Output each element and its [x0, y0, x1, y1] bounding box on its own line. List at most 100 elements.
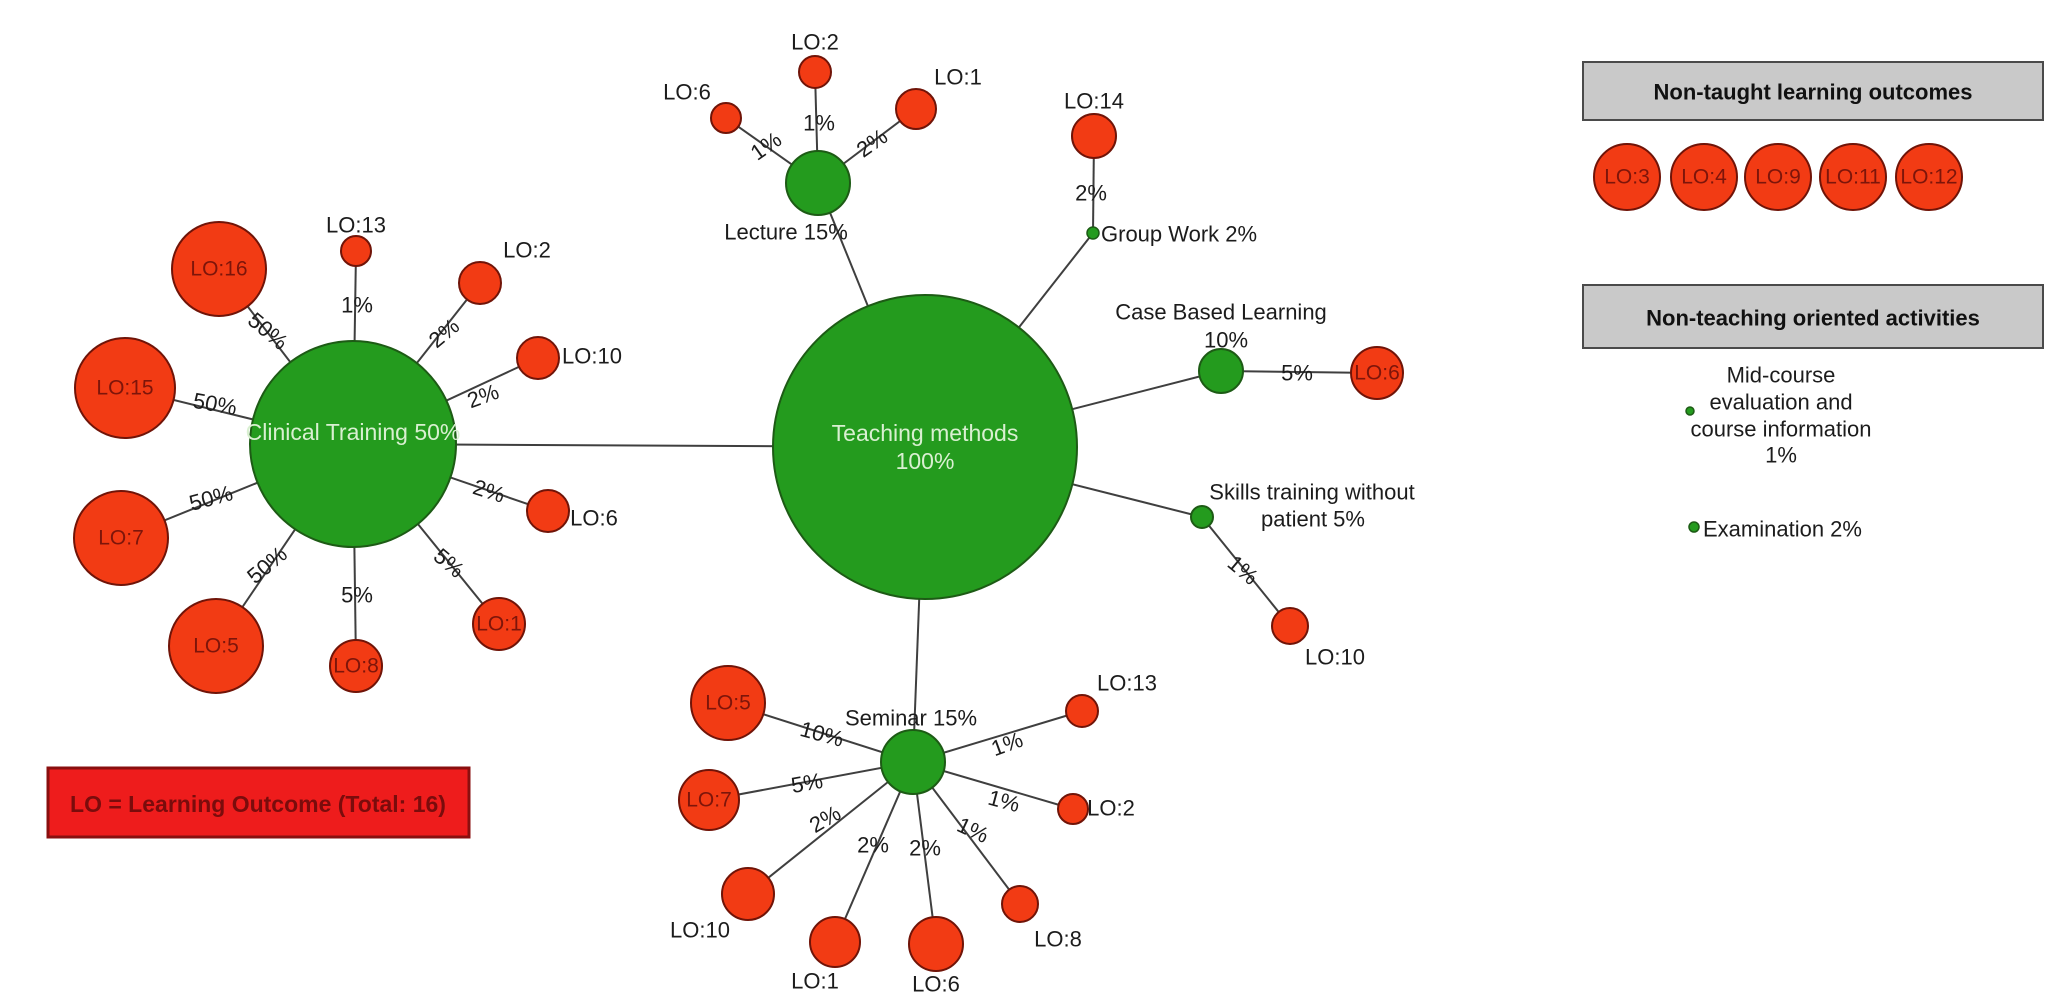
edge-label-sem10: 2%: [805, 800, 845, 838]
edge-label-ct1: 5%: [429, 543, 469, 583]
sem-lo10-label: LO:10: [670, 918, 730, 943]
ct-lo13-label: LO:13: [326, 213, 386, 238]
skills-label-line1: Skills training without: [1209, 480, 1414, 505]
midcourse-label-line2: evaluation and: [1709, 390, 1852, 415]
clinical-training-node: [249, 340, 457, 548]
edge-label-sem13: 1%: [988, 727, 1026, 761]
edge-label-ct5: 50%: [242, 541, 292, 588]
nt-lo12-label: LO:12: [1900, 166, 1957, 189]
sem-lo8-node: [1001, 885, 1039, 923]
seminar-label: Seminar 15%: [845, 706, 977, 731]
teaching-methods-node: [772, 294, 1078, 600]
edge-label-lec2: 1%: [803, 111, 835, 136]
nt-lo4-label: LO:4: [1681, 166, 1727, 189]
ct-lo6-label: LO:6: [570, 506, 618, 531]
midcourse-label-line3: course information: [1691, 417, 1872, 442]
lec-lo1-node: [895, 88, 937, 130]
edge-label-cbl6: 5%: [1281, 361, 1313, 386]
non-teaching-header-box: [1582, 284, 2044, 349]
edge-label-ct15: 50%: [191, 388, 239, 420]
sem-lo6-label: LO:6: [912, 972, 960, 997]
edge-label-ct6: 2%: [470, 474, 508, 508]
edge-label-sem6: 2%: [909, 836, 941, 861]
lec-lo6-label: LO:6: [663, 80, 711, 105]
ct-lo5-node: [168, 598, 264, 694]
ct-lo5-label: LO:5: [193, 635, 239, 658]
ct-lo1-label: LO:1: [476, 613, 522, 636]
ct-lo2-node: [458, 261, 502, 305]
cbl-label-line1: Case Based Learning: [1115, 300, 1327, 325]
edge-seminar--sem-lo7: [708, 761, 914, 801]
nt-lo9-label: LO:9: [1755, 166, 1801, 189]
sem-lo2-label: LO:2: [1087, 796, 1135, 821]
sem-lo5-node: [690, 665, 766, 741]
edge-label-lec6: 1%: [746, 127, 786, 166]
ct-lo15-label: LO:15: [96, 377, 153, 400]
lec-lo1-label: LO:1: [934, 65, 982, 90]
edge-label-sem8: 1%: [953, 812, 992, 848]
nt-lo3-node: [1593, 143, 1661, 211]
examination-label: Examination 2%: [1703, 517, 1862, 542]
midcourse-label-line4: 1%: [1765, 443, 1797, 468]
edge-label-ct10: 2%: [464, 379, 502, 413]
edge-label-gw14: 2%: [1075, 181, 1107, 206]
group-work-label: Group Work 2%: [1101, 222, 1257, 247]
ct-lo10-node: [516, 336, 560, 380]
nt-lo4-node: [1670, 143, 1738, 211]
edge-label-ct8: 5%: [341, 583, 373, 608]
nt-lo12-node: [1895, 143, 1963, 211]
sem-lo7-node: [678, 769, 740, 831]
lec-lo2-node: [798, 55, 832, 89]
sem-lo1-node: [809, 916, 861, 968]
nt-lo3-label: LO:3: [1604, 166, 1650, 189]
cbl-lo6-node: [1350, 346, 1404, 400]
edge-label-sem5: 10%: [797, 716, 846, 752]
edge-label-ct13: 1%: [341, 293, 373, 318]
ct-lo8-label: LO:8: [333, 655, 379, 678]
nt-lo11-label: LO:11: [1825, 166, 1881, 189]
edge-label-ct7: 50%: [186, 480, 235, 516]
ct-lo2-label: LO:2: [503, 238, 551, 263]
lo-legend-title: LO = Learning Outcome (Total: 16): [70, 791, 446, 817]
skills-label-line2: patient 5%: [1261, 507, 1365, 532]
ct-lo16-node: [171, 221, 267, 317]
sk-lo10-node: [1271, 607, 1309, 645]
ct-lo7-node: [73, 490, 169, 586]
seminar-node: [880, 729, 946, 795]
gw-lo14-label: LO:14: [1064, 89, 1124, 114]
ct-lo8-node: [329, 639, 383, 693]
edge-label-ct16: 50%: [243, 307, 293, 354]
lo-legend-box: [46, 766, 471, 839]
sem-lo5-label: LO:5: [705, 692, 751, 715]
sk-lo10-label: LO:10: [1305, 645, 1365, 670]
examination-dot-node: [1688, 521, 1700, 533]
ct-lo6-node: [526, 489, 570, 533]
edge-seminar--sem-lo10: [747, 761, 914, 895]
sem-lo2-node: [1057, 793, 1089, 825]
sem-lo10-node: [721, 867, 775, 921]
non-taught-header-title: Non-taught learning outcomes: [1654, 80, 1973, 105]
cbl-label-line2: 10%: [1204, 328, 1248, 353]
lecture-node: [785, 150, 851, 216]
lec-lo2-label: LO:2: [791, 30, 839, 55]
midcourse-dot-node: [1685, 406, 1695, 416]
edge-skills-training-dot--sk-lo10: [1201, 516, 1291, 627]
ct-lo13-node: [340, 235, 372, 267]
ct-lo7-label: LO:7: [98, 527, 144, 550]
case-based-learning-node: [1198, 348, 1244, 394]
nt-lo11-node: [1819, 143, 1887, 211]
lec-lo6-node: [710, 102, 742, 134]
edge-label-sem1: 2%: [857, 833, 889, 858]
nt-lo9-node: [1744, 143, 1812, 211]
sem-lo1-label: LO:1: [791, 969, 839, 994]
teaching-methods-label: Teaching methods: [832, 420, 1019, 446]
sem-lo8-label: LO:8: [1034, 927, 1082, 952]
teaching-methods-label: 100%: [896, 448, 955, 474]
clinical-training-label: Clinical Training 50%: [246, 419, 461, 445]
gw-lo14-node: [1071, 113, 1117, 159]
non-taught-header-box: [1582, 61, 2044, 121]
ct-lo10-label: LO:10: [562, 344, 622, 369]
cbl-lo6-label: LO:6: [1354, 362, 1400, 385]
